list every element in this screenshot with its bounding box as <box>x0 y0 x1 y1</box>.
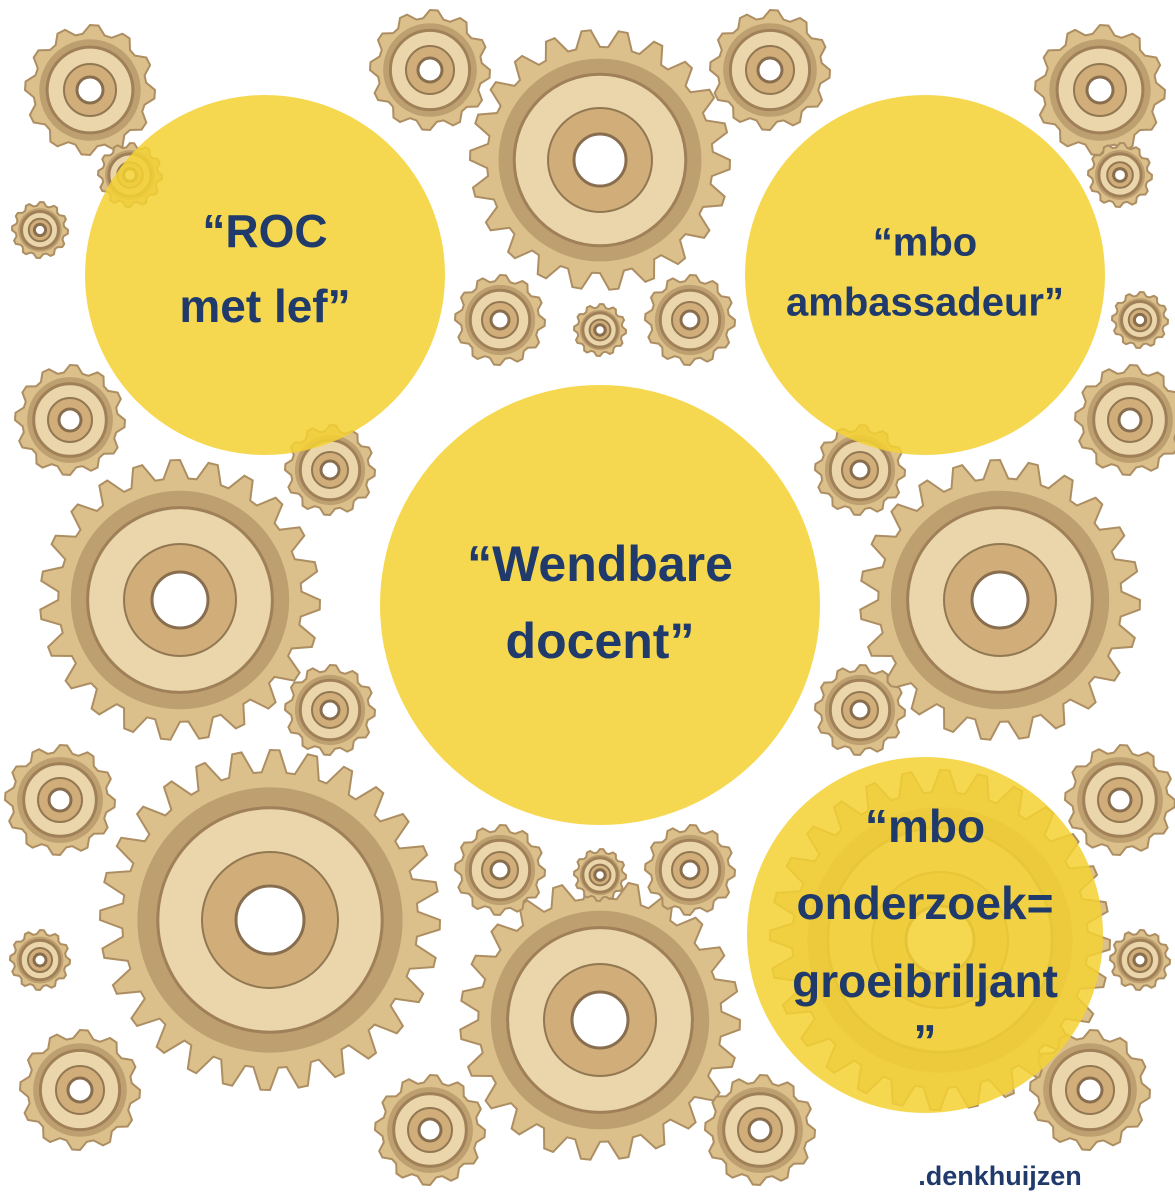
bubble-text: met lef” <box>179 280 350 332</box>
poster: “ROC met lef” “mbo ambassadeur” “Wendbare doc… <box>0 0 1175 1197</box>
bubble-text: “mbo <box>873 221 977 265</box>
bubble-text: docent” <box>506 613 695 669</box>
bubble <box>745 95 1105 455</box>
bubble-text: ” <box>914 1015 937 1067</box>
bubble <box>85 95 445 455</box>
bubble-text: “Wendbare <box>467 536 733 592</box>
bubble-text: ambassadeur” <box>786 281 1064 325</box>
bubble-text: onderzoek= <box>797 877 1054 929</box>
bubble-text: “ROC <box>202 205 327 257</box>
bubble-text: groeibriljant <box>792 955 1058 1007</box>
brand: .denkhuijzen <box>918 1161 1082 1191</box>
bubble <box>380 385 820 825</box>
bubble-text: “mbo <box>865 800 985 852</box>
